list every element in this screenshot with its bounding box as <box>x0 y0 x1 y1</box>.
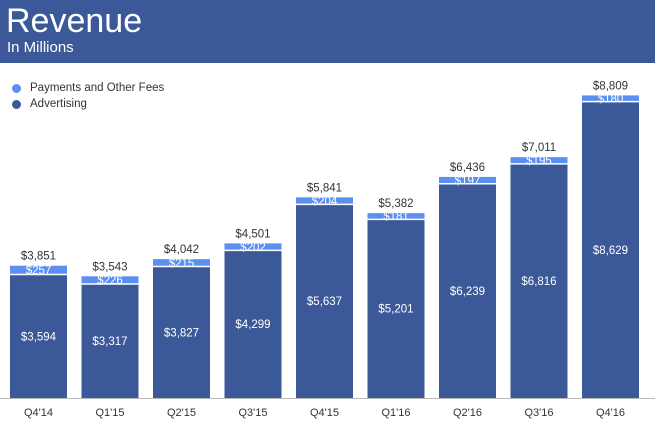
bar-payments <box>367 213 425 220</box>
x-tick-label: Q2'15 <box>167 407 196 419</box>
data-label-payments: $202 <box>240 242 266 254</box>
bar-payments <box>296 197 353 205</box>
data-label-total: $4,501 <box>235 228 270 240</box>
x-tick-label: Q3'15 <box>238 407 267 419</box>
bar-advertising <box>153 266 210 398</box>
legend-label-payments: Payments and Other Fees <box>30 82 165 94</box>
bar-advertising <box>81 284 139 398</box>
data-label-total: $7,011 <box>522 142 556 154</box>
data-label-total: $4,042 <box>164 244 199 256</box>
data-label-payments: $215 <box>169 258 195 270</box>
data-label-payments: $204 <box>312 196 338 208</box>
x-tick-label: Q2'16 <box>453 407 482 419</box>
bar-advertising <box>10 274 67 398</box>
data-label-payments: $180 <box>598 94 624 106</box>
data-label-advertising: $4,299 <box>235 319 270 331</box>
x-tick-label: Q1'15 <box>95 407 124 419</box>
data-label-advertising: $3,317 <box>92 336 127 348</box>
x-tick-label: Q4'16 <box>596 407 625 419</box>
data-label-advertising: $5,201 <box>378 304 413 316</box>
bar-advertising <box>439 183 496 398</box>
x-tick-label: Q1'16 <box>381 407 410 419</box>
data-label-total: $5,382 <box>378 198 413 210</box>
bar-payments <box>439 176 496 184</box>
data-label-advertising: $8,629 <box>593 245 628 257</box>
legend-item-advertising: Advertising <box>12 96 164 112</box>
data-label-payments: $181 <box>383 211 409 223</box>
bar-payments <box>10 265 67 275</box>
data-label-payments: $195 <box>526 156 552 168</box>
legend-marker-payments <box>12 83 21 93</box>
chart-header: Revenue In Millions <box>0 0 655 63</box>
bar-advertising <box>296 204 353 398</box>
bar-advertising <box>582 101 639 399</box>
x-tick-label: Q4'14 <box>24 407 53 419</box>
chart-legend: Payments and Other Fees Advertising <box>12 80 164 112</box>
data-label-advertising: $5,637 <box>307 296 342 308</box>
data-label-total: $5,841 <box>307 182 342 194</box>
x-tick-label: Q3'16 <box>524 407 553 419</box>
legend-item-payments: Payments and Other Fees <box>12 80 164 96</box>
data-label-advertising: $6,239 <box>450 286 485 298</box>
data-label-total: $6,436 <box>450 162 485 174</box>
data-label-advertising: $3,594 <box>21 331 57 343</box>
bar-payments <box>153 259 210 267</box>
data-label-payments: $226 <box>97 275 123 287</box>
legend-label-advertising: Advertising <box>30 98 87 110</box>
bar-payments <box>224 243 282 251</box>
bar-advertising <box>367 219 425 398</box>
bar-advertising <box>224 250 282 398</box>
bar-payments <box>582 95 639 102</box>
bar-payments <box>81 276 139 285</box>
bar-advertising <box>510 163 568 398</box>
x-tick-label: Q4'15 <box>310 407 339 419</box>
data-label-advertising: $6,816 <box>521 276 556 288</box>
chart-subtitle: In Millions <box>7 39 74 56</box>
data-label-advertising: $3,827 <box>164 327 199 339</box>
data-label-total: $8,809 <box>593 80 628 92</box>
data-label-payments: $197 <box>455 175 481 187</box>
chart-title: Revenue <box>6 2 143 40</box>
data-label-total: $3,543 <box>92 261 127 273</box>
legend-marker-advertising <box>12 99 21 109</box>
bar-payments <box>510 157 568 164</box>
data-label-total: $3,851 <box>21 251 56 263</box>
data-label-payments: $257 <box>26 265 52 277</box>
